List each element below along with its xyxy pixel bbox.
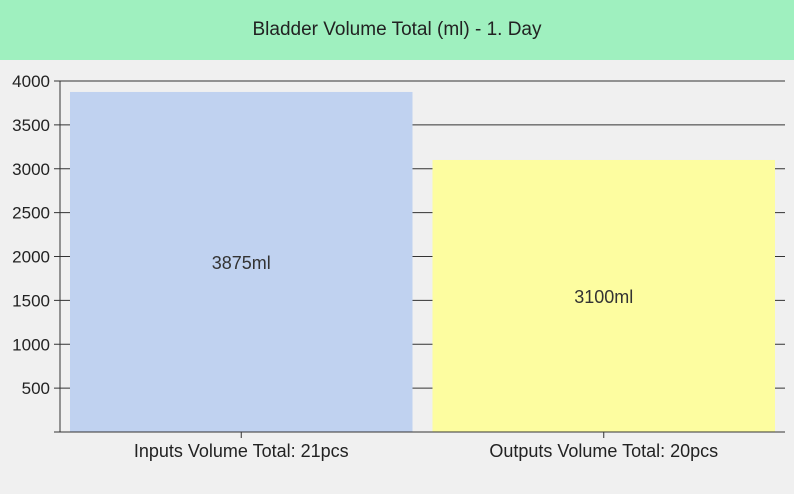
y-tick-label: 500 bbox=[22, 379, 50, 398]
bar-chart: 500 1000 1500 2000 2500 3000 3500 4000 3875ml Inp… bbox=[12, 72, 785, 461]
bar-value-label: 3875ml bbox=[212, 253, 271, 273]
chart-area: 500 1000 1500 2000 2500 3000 3500 4000 3875ml Inp… bbox=[0, 60, 794, 489]
x-category-label: Inputs Volume Total: 21pcs bbox=[134, 441, 349, 461]
chart-title: Bladder Volume Total (ml) - 1. Day bbox=[252, 19, 542, 40]
bar bbox=[70, 91, 413, 432]
y-tick-label: 1500 bbox=[12, 291, 50, 310]
y-tick-label: 1000 bbox=[12, 335, 50, 354]
x-category-label: Outputs Volume Total: 20pcs bbox=[489, 441, 718, 461]
y-tick-label: 2000 bbox=[12, 248, 50, 267]
y-tick-label: 2500 bbox=[12, 204, 50, 223]
y-tick-label: 3000 bbox=[12, 160, 50, 179]
y-tick-label: 3500 bbox=[12, 116, 50, 135]
y-tick-label: 4000 bbox=[12, 72, 50, 91]
bar bbox=[432, 159, 775, 432]
bar-value-label: 3100ml bbox=[574, 287, 633, 307]
chart-title-bar: Bladder Volume Total (ml) - 1. Day bbox=[0, 0, 794, 60]
